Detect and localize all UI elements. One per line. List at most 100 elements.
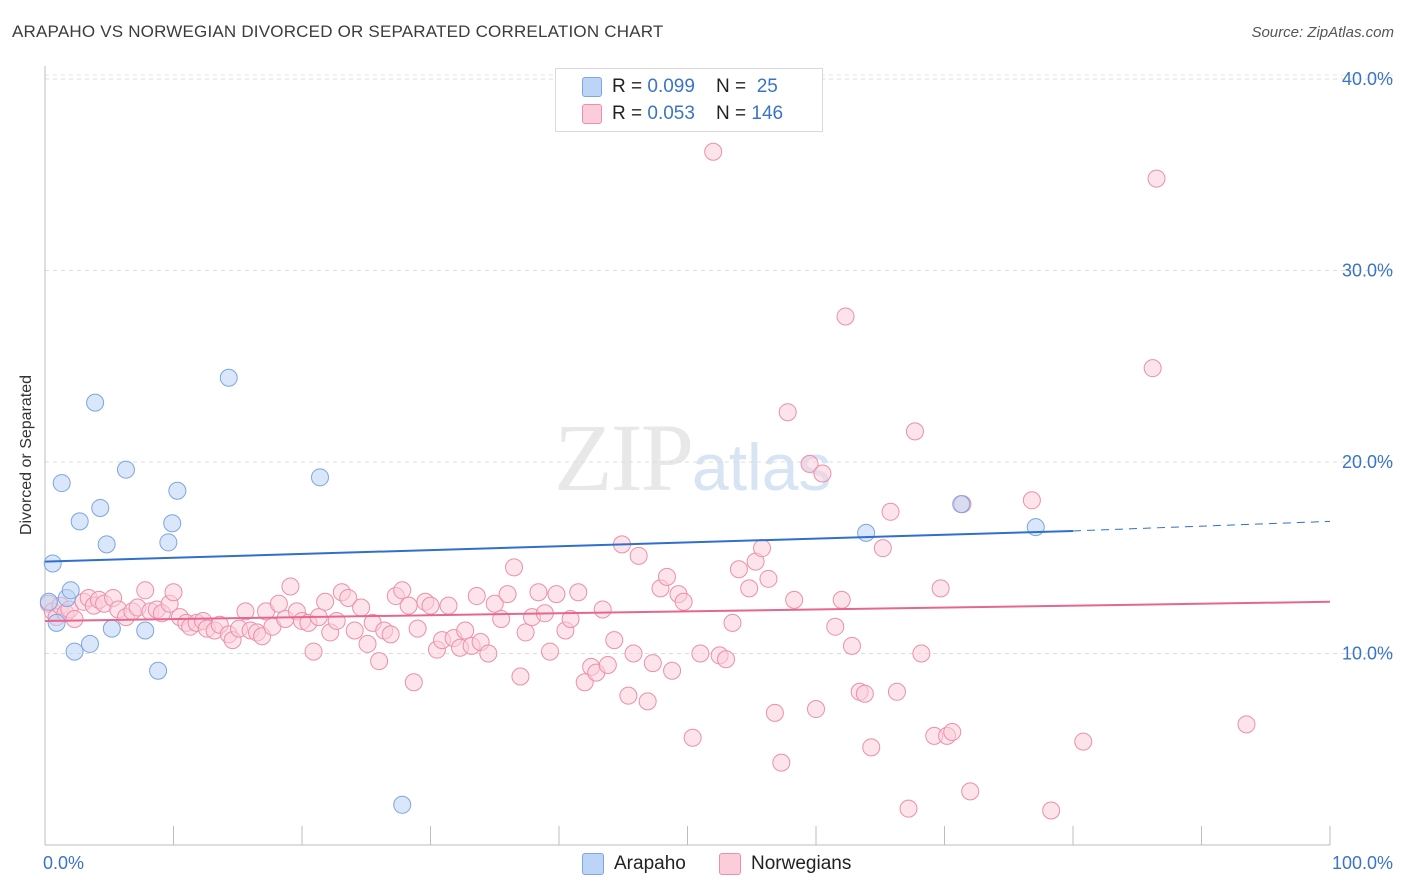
norwegian-point bbox=[561, 610, 580, 629]
norwegian-point bbox=[961, 782, 980, 801]
norwegian-point bbox=[765, 703, 784, 722]
arapaho-point bbox=[97, 535, 116, 554]
arapaho-trend-line-extension bbox=[1072, 520, 1331, 532]
legend-n-value: 25 bbox=[751, 76, 778, 97]
norwegian-point bbox=[370, 652, 389, 671]
norwegian-point bbox=[873, 539, 892, 558]
norwegian-point bbox=[753, 539, 772, 558]
norwegian-point bbox=[842, 636, 861, 655]
y-tick-label: 40.0% bbox=[1342, 69, 1393, 89]
bottom-legend-swatch-arapaho bbox=[582, 853, 604, 875]
legend-r-label: R = bbox=[612, 103, 648, 124]
norwegian-point bbox=[729, 560, 748, 579]
chart-title: ARAPAHO VS NORWEGIAN DIVORCED OR SEPARAT… bbox=[12, 22, 664, 41]
norwegian-point bbox=[345, 621, 364, 640]
norwegian-point bbox=[316, 592, 335, 611]
arapaho-point bbox=[52, 474, 71, 493]
norwegian-point bbox=[881, 502, 900, 521]
arapaho-point bbox=[70, 512, 89, 531]
trend-lines bbox=[44, 520, 1331, 622]
norwegian-point bbox=[813, 464, 832, 483]
arapaho-point bbox=[61, 581, 80, 600]
norwegian-point bbox=[862, 738, 881, 757]
arapaho-point bbox=[310, 468, 329, 487]
norwegian-point bbox=[439, 596, 458, 615]
arapaho-point bbox=[136, 621, 155, 640]
norwegian-point bbox=[529, 583, 548, 602]
arapaho-point bbox=[91, 498, 110, 517]
norwegian-point bbox=[683, 728, 702, 747]
norwegian-point bbox=[547, 585, 566, 604]
norwegian-point bbox=[1147, 169, 1166, 188]
norwegian-point bbox=[485, 594, 504, 613]
arapaho-point bbox=[102, 619, 121, 638]
norwegian-point bbox=[643, 654, 662, 673]
norwegian-point bbox=[456, 621, 475, 640]
legend-text-arapaho: R = 0.099 N = 25 bbox=[612, 75, 778, 99]
norwegian-point bbox=[905, 422, 924, 441]
norwegian-point bbox=[1022, 491, 1041, 510]
norwegian-point bbox=[772, 753, 791, 772]
legend-swatch-arapaho bbox=[582, 77, 602, 97]
grid-lines bbox=[45, 74, 1395, 654]
axes bbox=[44, 66, 1331, 846]
norwegian-point bbox=[339, 588, 358, 607]
norwegian-point bbox=[352, 598, 371, 617]
norwegian-point bbox=[304, 642, 323, 661]
source-label: Source: ZipAtlas.com bbox=[1251, 24, 1394, 41]
norwegian-point bbox=[740, 579, 759, 598]
arapaho-point bbox=[80, 634, 99, 653]
norwegian-point bbox=[807, 700, 825, 719]
bottom-legend-swatch-norwegians bbox=[719, 853, 741, 875]
norwegian-point bbox=[381, 625, 400, 644]
bottom-legend-label-arapaho: Arapaho bbox=[614, 853, 686, 874]
tick-labels: 10.0% 20.0% 30.0% 40.0% 0.0% 100.0% bbox=[43, 69, 1393, 873]
x-tick-label: 0.0% bbox=[43, 853, 84, 873]
norwegian-point bbox=[575, 673, 594, 692]
norwegian-point bbox=[65, 610, 84, 629]
norwegian-point bbox=[624, 644, 643, 663]
arapaho-trend-line bbox=[44, 529, 1074, 563]
norwegian-point bbox=[511, 667, 530, 686]
norwegian-point bbox=[1143, 359, 1162, 378]
x-tick-label: 100.0% bbox=[1332, 853, 1393, 873]
arapaho-point bbox=[163, 514, 182, 533]
arapaho-point bbox=[86, 393, 105, 412]
arapaho-point bbox=[168, 481, 187, 500]
norwegian-point bbox=[404, 673, 423, 692]
norwegian-point bbox=[136, 581, 155, 600]
norwegian-point bbox=[691, 644, 710, 663]
legend-swatch-norwegians bbox=[582, 104, 602, 124]
norwegian-point bbox=[281, 577, 300, 596]
arapaho-point bbox=[857, 523, 876, 542]
norwegian-point bbox=[569, 583, 588, 602]
norwegian-point bbox=[467, 587, 486, 606]
norwegian-point bbox=[674, 592, 693, 611]
legend-r-value: 0.053 bbox=[647, 103, 695, 124]
norwegian-point bbox=[931, 579, 950, 598]
norwegian-point bbox=[1074, 732, 1093, 751]
norwegian-trend-line bbox=[44, 600, 1331, 622]
arapaho-point bbox=[149, 661, 168, 680]
norwegian-point bbox=[832, 590, 851, 609]
norwegian-point bbox=[593, 600, 612, 619]
arapaho-point bbox=[952, 495, 971, 514]
y-tick-label: 20.0% bbox=[1342, 452, 1393, 472]
legend-n-label: N = bbox=[716, 103, 752, 124]
norwegian-point bbox=[785, 590, 804, 609]
norwegian-point bbox=[598, 655, 617, 674]
arapaho-point bbox=[43, 554, 62, 573]
norwegian-point bbox=[899, 799, 918, 818]
data-points bbox=[39, 142, 1256, 820]
norwegian-point bbox=[638, 692, 657, 711]
norwegian-point bbox=[943, 723, 962, 742]
norwegian-point bbox=[826, 617, 845, 636]
norwegian-point bbox=[408, 619, 427, 638]
norwegian-point bbox=[704, 142, 723, 161]
norwegian-point bbox=[759, 569, 778, 588]
norwegian-point bbox=[717, 650, 736, 669]
norwegian-point bbox=[479, 644, 498, 663]
norwegian-point bbox=[912, 644, 931, 663]
legend-n-label: N = bbox=[716, 76, 752, 97]
